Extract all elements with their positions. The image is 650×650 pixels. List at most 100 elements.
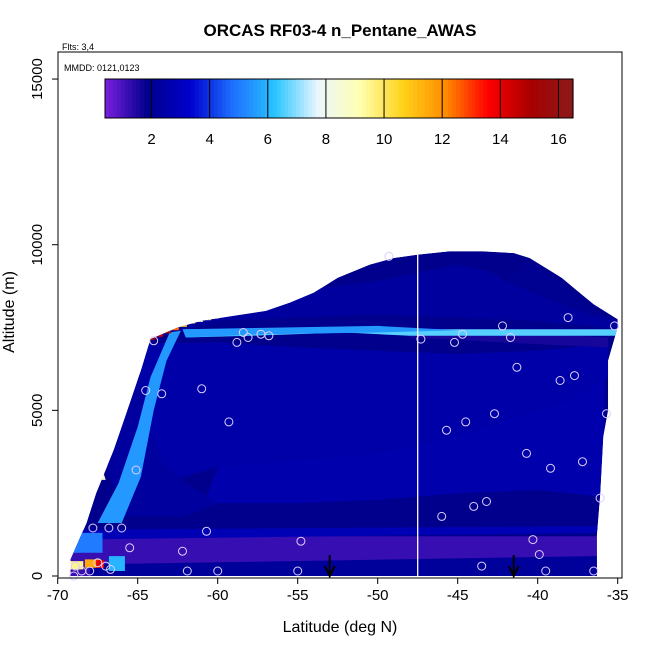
colorbar-cell <box>202 79 207 118</box>
colorbar-cell <box>183 79 188 118</box>
colorbar-cell <box>222 79 227 118</box>
colorbar-cell <box>420 79 426 118</box>
sample-point <box>178 546 187 556</box>
colorbar-cell <box>417 79 422 118</box>
sample-point <box>213 566 223 576</box>
colorbar-cell <box>463 79 469 118</box>
colorbar-cell <box>268 79 274 118</box>
colorbar-cell <box>264 79 270 118</box>
colorbar-cell <box>140 79 145 118</box>
colorbar-cell <box>257 79 262 118</box>
field-edge-cell <box>122 357 133 369</box>
y-axis-label: Altitude (m) <box>1 271 18 353</box>
colorbar-cell <box>307 79 313 118</box>
colorbar-tick-label: 8 <box>322 131 330 148</box>
colorbar-cell <box>186 79 192 118</box>
colorbar-cell <box>159 79 165 118</box>
colorbar-cell <box>366 79 371 118</box>
colorbar-cell <box>362 79 367 118</box>
sample-point <box>182 566 192 576</box>
sample-point <box>458 329 467 339</box>
sample-point <box>106 564 115 574</box>
colorbar-tick-label: 14 <box>492 131 509 148</box>
colorbar-cell <box>175 79 180 118</box>
colorbar-cell <box>483 79 488 118</box>
colorbar-cell <box>424 79 430 118</box>
colorbar-cell <box>475 79 480 118</box>
colorbar-cell <box>171 79 176 118</box>
field-edge-cell <box>192 310 203 322</box>
colorbar-cell <box>545 79 551 118</box>
colorbar-cell <box>393 79 399 118</box>
field-region <box>73 526 597 540</box>
colorbar-cell <box>292 79 297 118</box>
sample-point <box>296 536 306 546</box>
field-edge-cell <box>116 373 127 385</box>
colorbar-tick-label: 4 <box>205 131 213 148</box>
colorbar-cell <box>311 79 317 118</box>
field-edge-cell <box>184 312 195 324</box>
colorbar-frame <box>104 78 574 119</box>
colorbar-cell <box>233 79 239 118</box>
x-tick-label: -50 <box>367 587 389 604</box>
sample-point <box>232 337 242 347</box>
y-tick-label: 5000 <box>29 394 46 427</box>
colorbar-cell <box>237 79 243 118</box>
x-tick-label: -65 <box>127 587 149 604</box>
sample-point <box>522 448 531 458</box>
colorbar-cell <box>448 79 453 118</box>
colorbar-cell <box>303 79 309 118</box>
colorbar-cell <box>385 79 391 118</box>
y-tick-label: 10000 <box>29 224 46 266</box>
colorbar-cell <box>413 79 418 118</box>
flights-note: Flts: 3,4 <box>62 42 94 52</box>
colorbar-cell <box>537 79 543 118</box>
sample-point <box>238 328 248 337</box>
field-edge-cell <box>84 466 95 478</box>
colorbar-cell <box>561 79 566 118</box>
colorbar-cell <box>327 79 332 118</box>
colorbar-cell <box>151 79 157 118</box>
field-edge-cell <box>208 307 219 319</box>
heatmap-field <box>70 251 618 577</box>
colorbar-cell <box>502 79 508 118</box>
sample-point <box>602 409 611 419</box>
sample-point <box>416 334 426 344</box>
colorbar-tick-label: 16 <box>550 131 567 148</box>
sample-point <box>534 550 544 559</box>
colorbar-cell <box>225 79 231 118</box>
field-edge-cell <box>168 319 179 331</box>
colorbar-cell <box>210 79 215 118</box>
colorbar-cell <box>280 79 285 118</box>
sample-point <box>224 417 234 427</box>
colorbar-cell <box>276 79 282 118</box>
colorbar-cell <box>116 79 122 118</box>
x-tick-label: -60 <box>207 587 229 604</box>
colorbar-cell <box>342 79 348 118</box>
x-tick-label: -35 <box>607 587 629 604</box>
sample-point <box>243 333 253 342</box>
colorbar-cell <box>155 79 161 118</box>
field-region <box>89 460 106 480</box>
field-region <box>121 342 609 484</box>
sample-point <box>498 321 507 331</box>
colorbar-cell <box>522 79 527 118</box>
plot-frame <box>57 51 623 579</box>
sample-point <box>570 371 579 381</box>
arrow-head <box>507 565 520 579</box>
sample-point <box>101 561 111 571</box>
colorbar-cell <box>534 79 539 118</box>
colorbar-cell <box>132 79 137 118</box>
colorbar-cell <box>459 79 465 118</box>
colorbar-cell <box>206 79 211 118</box>
x-tick-label: -45 <box>447 587 469 604</box>
sample-point <box>610 321 619 331</box>
axes: -70 -65 -60 -55 -50 -45 -40 -35 0 5000 10000 15000 <box>29 51 629 604</box>
colorbar-tick-label: 2 <box>147 131 155 148</box>
y-tick-label: 15000 <box>29 58 46 100</box>
sample-point <box>131 465 141 475</box>
sample-point <box>149 336 159 346</box>
sample-point <box>482 497 491 506</box>
field-edge-cell <box>90 446 101 458</box>
